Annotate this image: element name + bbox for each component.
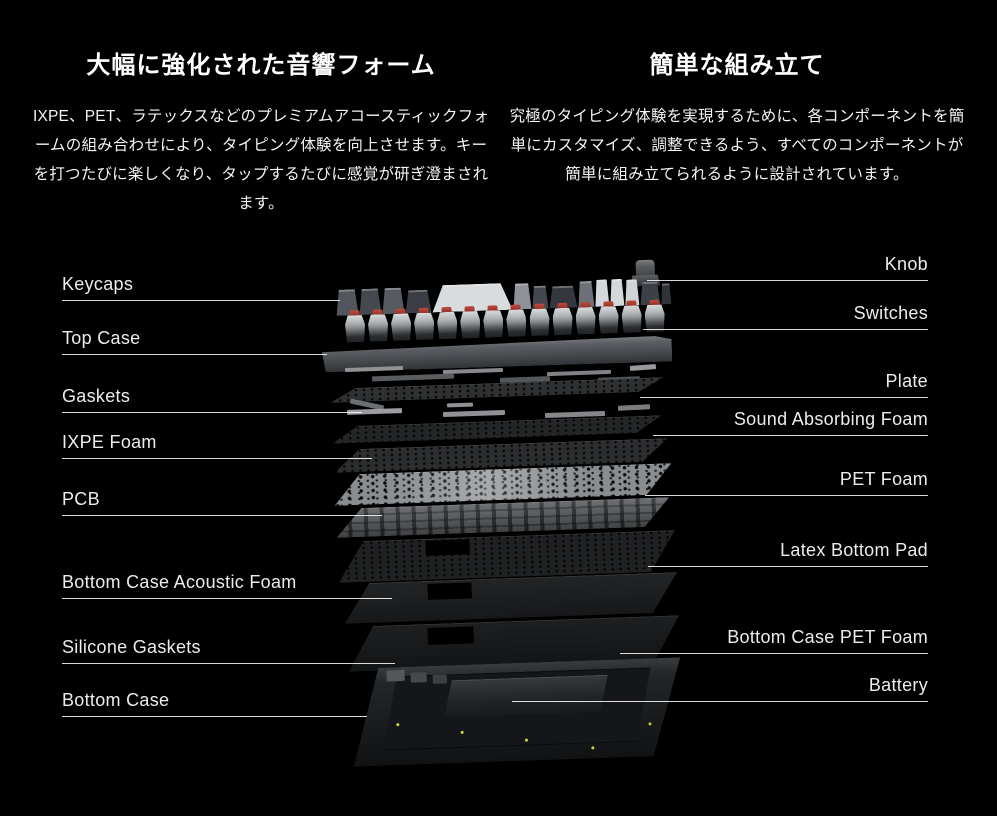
- callout-bottom-case-acoustic-foam: Bottom Case Acoustic Foam: [62, 572, 392, 599]
- switch: [620, 300, 643, 334]
- switch: [551, 303, 574, 337]
- callout-silicone-gaskets: Silicone Gaskets: [62, 637, 395, 664]
- easy-assembly-section: 簡単な組み立て 究極のタイピング体験を実現するために、各コンポーネントを簡単にカ…: [506, 50, 968, 189]
- callout-gaskets: Gaskets: [62, 386, 362, 413]
- connector-block: [433, 674, 447, 683]
- gasket-strip: [544, 410, 606, 419]
- cutout: [425, 539, 469, 556]
- callout-bottom-case-pet-foam: Bottom Case PET Foam: [620, 627, 928, 654]
- screw-dot: [648, 722, 651, 725]
- gasket-strip: [446, 402, 474, 408]
- cutout: [427, 626, 474, 645]
- switch: [574, 302, 597, 336]
- gasket-strip: [442, 409, 506, 418]
- callout-bottom-case: Bottom Case: [62, 690, 367, 717]
- gasket-strip: [344, 365, 404, 373]
- callout-top-case: Top Case: [62, 328, 327, 355]
- callout-battery: Battery: [512, 675, 928, 702]
- gasket-strip: [371, 373, 455, 382]
- acoustic-foam-heading: 大幅に強化された音響フォーム: [86, 52, 436, 79]
- connector-block: [411, 672, 427, 683]
- switch: [597, 301, 620, 335]
- switch: [413, 307, 436, 341]
- callout-keycaps: Keycaps: [62, 274, 340, 301]
- callout-sound-absorbing-foam: Sound Absorbing Foam: [653, 409, 928, 436]
- acoustic-foam-body: IXPE、PET、ラテックスなどのプレミアムアコースティックフォームの組み合わせ…: [32, 108, 490, 213]
- connector-block: [386, 670, 404, 682]
- callout-ixpe-foam: IXPE Foam: [62, 432, 372, 459]
- switch: [482, 305, 505, 339]
- callout-latex-bottom-pad: Latex Bottom Pad: [648, 540, 928, 567]
- switch: [367, 309, 390, 343]
- switch: [528, 303, 551, 337]
- gasket-strip: [617, 404, 651, 411]
- switch: [505, 304, 528, 338]
- screw-dot: [396, 723, 399, 726]
- callout-pcb: PCB: [62, 489, 382, 516]
- callout-switches: Switches: [643, 303, 928, 330]
- bottom-case-layer-graphic: [350, 657, 683, 766]
- callout-plate: Plate: [640, 371, 928, 398]
- acoustic-foam-section: 大幅に強化された音響フォーム IXPE、PET、ラテックスなどのプレミアムアコー…: [32, 50, 490, 218]
- switch: [459, 306, 482, 340]
- easy-assembly-heading: 簡単な組み立て: [649, 52, 825, 79]
- easy-assembly-body: 究極のタイピング体験を実現するために、各コンポーネントを簡単にカスタマイズ、調整…: [509, 108, 965, 184]
- callout-knob: Knob: [647, 254, 928, 281]
- switch: [436, 307, 459, 341]
- sound-absorbing-foam-layer-graphic: [332, 415, 662, 444]
- screw-dot: [461, 731, 464, 734]
- screw-dot: [591, 746, 594, 749]
- switch: [344, 310, 367, 344]
- callout-pet-foam: PET Foam: [645, 469, 928, 496]
- cutout: [427, 582, 472, 600]
- gasket-strip: [629, 364, 657, 371]
- screw-dot: [525, 739, 528, 742]
- switch: [390, 308, 413, 342]
- gasket-strip: [546, 369, 612, 377]
